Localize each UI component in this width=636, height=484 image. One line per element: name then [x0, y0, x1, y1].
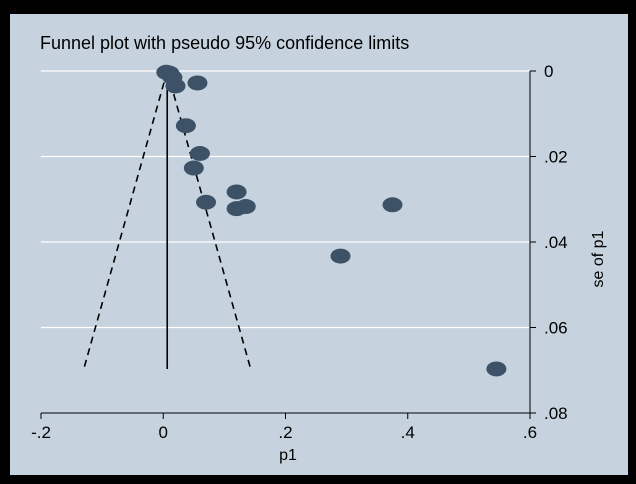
y-axis: 0 .02 .04 .06 .08: [529, 62, 568, 423]
data-point: [486, 361, 507, 377]
chart-frame: Funnel plot with pseudo 95% confidence l…: [10, 14, 628, 475]
data-point: [196, 194, 217, 210]
x-axis: -.2 0 .2 .4 .6: [31, 412, 537, 442]
y-tick-label: 0: [544, 62, 553, 81]
data-point: [226, 184, 247, 200]
chart-title: Funnel plot with pseudo 95% confidence l…: [40, 33, 409, 53]
x-tick-label: .2: [278, 423, 292, 442]
x-tick-label: 0: [159, 423, 168, 442]
data-point: [382, 197, 403, 213]
gridlines: [41, 70, 530, 329]
y-axis-label: se of p1: [590, 230, 607, 287]
y-tick-label: .08: [544, 404, 568, 423]
data-points: [156, 64, 507, 377]
upper-confidence-limit: [166, 70, 252, 370]
data-point: [330, 248, 351, 264]
x-tick-label: -.2: [31, 423, 51, 442]
x-axis-label: p1: [279, 447, 297, 464]
x-tick-label: .4: [401, 423, 415, 442]
data-point: [165, 78, 186, 94]
data-point: [187, 75, 208, 91]
x-tick-label: .6: [523, 423, 537, 442]
y-tick-label: .06: [544, 319, 568, 338]
y-tick-label: .02: [544, 148, 568, 167]
lower-confidence-limit: [83, 70, 168, 370]
confidence-funnel: [83, 70, 252, 370]
y-tick-label: .04: [544, 233, 568, 252]
data-point: [235, 199, 256, 215]
data-point: [189, 146, 210, 162]
data-point: [175, 118, 196, 134]
data-point: [183, 160, 204, 176]
funnel-plot: Funnel plot with pseudo 95% confidence l…: [31, 33, 607, 464]
